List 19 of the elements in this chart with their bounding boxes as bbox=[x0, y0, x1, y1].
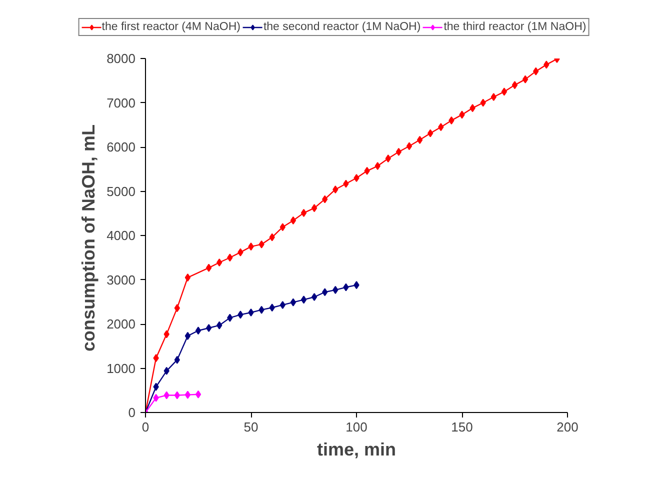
legend-label: the third reactor (1M NaOH) bbox=[444, 21, 586, 33]
legend-label: the first reactor (4M NaOH) bbox=[102, 21, 240, 33]
y-tick-label: 8000 bbox=[106, 51, 136, 66]
y-tick-label: 4000 bbox=[106, 228, 136, 243]
y-tick-label: 2000 bbox=[106, 316, 136, 332]
x-axis-title: time, min bbox=[316, 440, 396, 460]
legend-label: the second reactor (1M NaOH) bbox=[263, 21, 421, 33]
y-axis-title: consumption of NaOH, mL bbox=[78, 124, 99, 352]
y-tick-label: 3000 bbox=[106, 272, 136, 288]
x-tick-label: 50 bbox=[244, 420, 258, 434]
y-tick-label: 0 bbox=[128, 405, 136, 420]
y-tick-label: 6000 bbox=[106, 140, 136, 154]
y-tick-label: 1000 bbox=[106, 360, 136, 376]
y-tick-label: 7000 bbox=[106, 95, 136, 110]
x-tick-label: 0 bbox=[142, 420, 150, 434]
x-tick-label: 150 bbox=[451, 420, 473, 434]
y-tick-label: 5000 bbox=[106, 184, 136, 199]
x-tick-label: 200 bbox=[556, 420, 578, 434]
x-tick-label: 100 bbox=[346, 420, 368, 434]
